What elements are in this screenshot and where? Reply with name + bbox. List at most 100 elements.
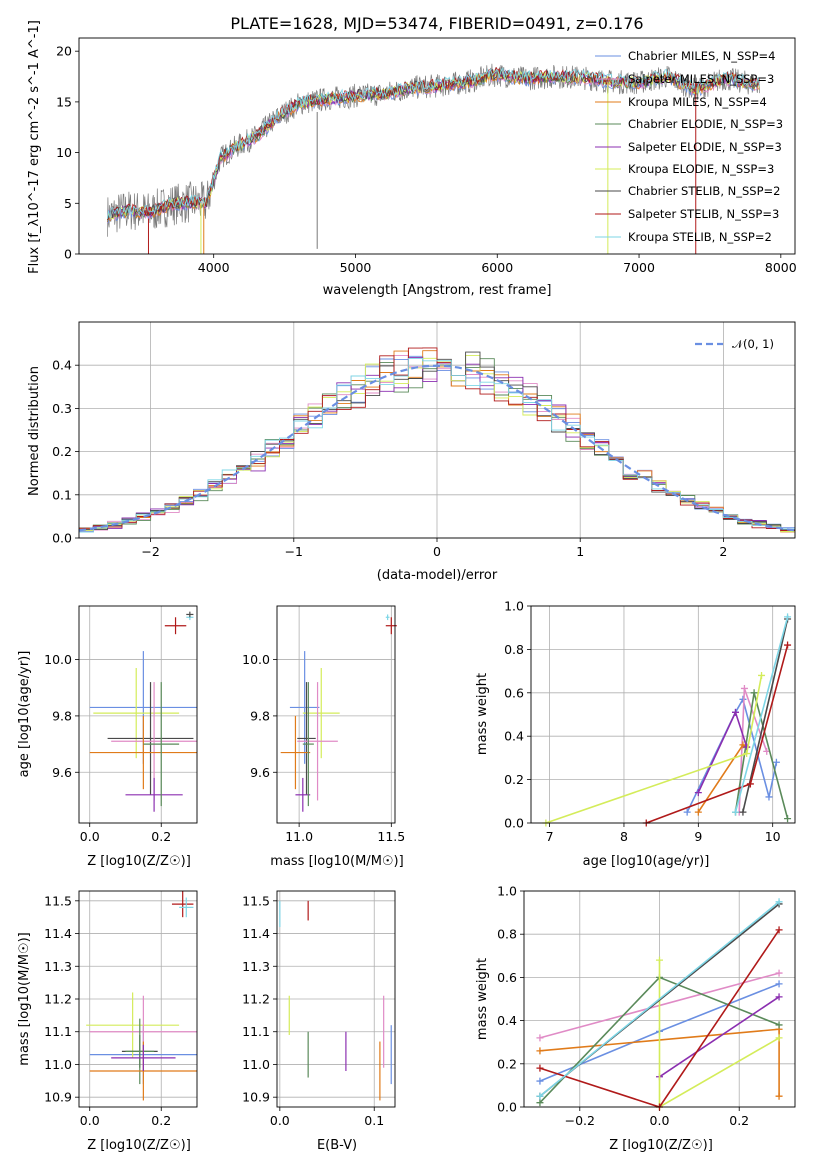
errorbar-point (289, 651, 320, 764)
y-tick-label: 0.8 (497, 927, 517, 942)
y-tick-label: 10.9 (242, 1090, 270, 1105)
y-tick-label: 9.8 (52, 708, 72, 723)
weight-age-xlabel: age [log10(age/yr)] (583, 854, 710, 869)
weight-point-marker (656, 956, 663, 964)
weight-vs-age-panel: 7 8 9 10 0.0 0.2 0.4 0.6 0.8 1.0 (504, 599, 796, 844)
weight-point-marker (536, 1064, 544, 1072)
weight-point-marker (784, 613, 792, 621)
age-vs-metallicity-panel: 0.0 0.2 9.6 9.8 10.0 (44, 605, 198, 844)
weight-series-line (539, 901, 780, 1097)
y-tick-label: 0.8 (504, 642, 524, 657)
errorbar-point (93, 668, 180, 759)
legend-label: Chabrier STELIB, N_SSP=2 (628, 184, 780, 198)
y-tick-label: 10.0 (44, 652, 72, 667)
y-tick-label: 11.4 (44, 926, 72, 941)
y-tick-label: 10.9 (44, 1090, 72, 1105)
axes-frame (276, 890, 396, 1108)
x-tick-label: 11.0 (285, 829, 313, 844)
axes-frame (523, 890, 796, 1108)
x-tick-label: 2 (719, 544, 727, 559)
y-tick-label: 0.2 (52, 444, 72, 459)
axes-frame (530, 605, 796, 824)
histogram-xlabel: (data-model)/error (377, 568, 498, 583)
weight-point-marker (775, 898, 783, 906)
normal-reference-curve (78, 364, 796, 532)
y-tick-label: 11.3 (242, 959, 270, 974)
mass-vs-ebv-panel: 0.0 0.1 10.9 11.0 11.1 11.2 11.3 11.4 11.5 (242, 890, 396, 1128)
errorbar-point (302, 682, 314, 807)
x-tick-label: 7 (546, 829, 554, 844)
y-tick-label: 11.5 (44, 893, 72, 908)
y-tick-label: 0.6 (497, 970, 517, 985)
legend-label: Salpeter MILES, N_SSP=3 (628, 72, 774, 86)
age-vs-mass-panel: 11.0 11.5 9.6 9.8 10.0 (242, 605, 405, 844)
y-tick-label: 9.6 (250, 765, 270, 780)
x-tick-label: 0 (433, 544, 441, 559)
errorbar-point (295, 777, 311, 812)
x-tick-label: 0.2 (729, 1113, 749, 1128)
y-tick-label: 9.6 (52, 765, 72, 780)
mass-ebv-xlabel: E(B-V) (317, 1138, 357, 1153)
weight-point-marker (772, 758, 780, 766)
y-tick-label: 0.3 (52, 401, 72, 416)
weight-point-marker (775, 1021, 783, 1029)
weight-series-line (686, 697, 778, 813)
weight-point-marker (683, 808, 691, 816)
x-tick-label: 1 (576, 544, 584, 559)
spectrum-legend: Chabrier MILES, N_SSP=4 Salpeter MILES, … (595, 49, 783, 244)
legend-label: Kroupa ELODIE, N_SSP=3 (628, 162, 774, 176)
errorbar-point (125, 1018, 155, 1085)
weight-z-ylabel: mass weight (475, 958, 490, 1040)
x-tick-label: −2 (141, 544, 159, 559)
weight-point-marker (694, 789, 702, 797)
weight-point-marker (750, 689, 758, 697)
weight-z-xlabel: Z [log10(Z/Z☉)] (609, 1138, 713, 1153)
x-tick-label: 4000 (198, 260, 230, 275)
legend-label: Kroupa MILES, N_SSP=4 (628, 95, 767, 109)
x-tick-label: 8 (620, 829, 628, 844)
y-tick-label: 11.1 (242, 1024, 270, 1039)
weight-point-marker (536, 1099, 544, 1107)
weight-series-line (659, 996, 780, 1078)
y-tick-label: 11.1 (44, 1024, 72, 1039)
weight-series-line (742, 618, 789, 813)
y-tick-label: 1.0 (497, 884, 517, 899)
errorbar-point (111, 1044, 176, 1071)
y-tick-label: 11.3 (44, 959, 72, 974)
weight-point-marker (765, 793, 773, 801)
weight-point-marker (784, 641, 792, 649)
y-tick-label: 0 (64, 247, 72, 262)
errorbar-point (186, 611, 194, 618)
y-tick-label: 0.0 (504, 816, 524, 831)
errorbar-point (143, 682, 180, 807)
histogram-legend: 𝒩(0, 1) (695, 337, 774, 351)
errorbar-point (86, 992, 180, 1058)
x-tick-label: −1 (285, 544, 303, 559)
weight-series-line (738, 688, 768, 813)
x-tick-label: 0.2 (151, 1113, 171, 1128)
y-tick-label: 20 (56, 44, 72, 59)
errorbar-point (89, 715, 197, 790)
weight-vs-metallicity-panel: −0.2 0.0 0.2 0.0 0.2 0.4 0.6 0.8 1.0 (497, 884, 796, 1128)
weight-series-line (697, 710, 748, 793)
residual-histogram-panel: −2 −1 0 1 2 0.0 0.1 0.2 0.3 0.4 (52, 321, 796, 559)
weight-point-marker (743, 750, 751, 758)
legend-label: Salpeter ELODIE, N_SSP=3 (628, 140, 782, 154)
spectrum-ylabel: Flux [f_λ10^-17 erg cm^-2 s^-1 A^-1] (27, 20, 42, 274)
y-tick-label: 10.0 (242, 652, 270, 667)
errorbar-point (179, 897, 194, 918)
weight-point-marker (775, 1034, 783, 1042)
histogram-ylabel: Normed distribution (27, 366, 42, 496)
y-tick-label: 11.4 (242, 926, 270, 941)
x-tick-label: 0.0 (80, 829, 100, 844)
errorbar-point (171, 891, 194, 918)
weight-point-marker (739, 808, 747, 816)
weight-point-marker (775, 980, 783, 988)
model-spectrum-line (107, 69, 760, 221)
spectrum-panel: 4000 5000 6000 7000 8000 0 5 10 15 20 (56, 37, 797, 275)
y-tick-label: 11.5 (242, 893, 270, 908)
weight-series-line (545, 675, 763, 824)
x-tick-label: 9 (694, 829, 702, 844)
axes-frame (78, 890, 198, 1108)
y-tick-label: 9.8 (250, 708, 270, 723)
